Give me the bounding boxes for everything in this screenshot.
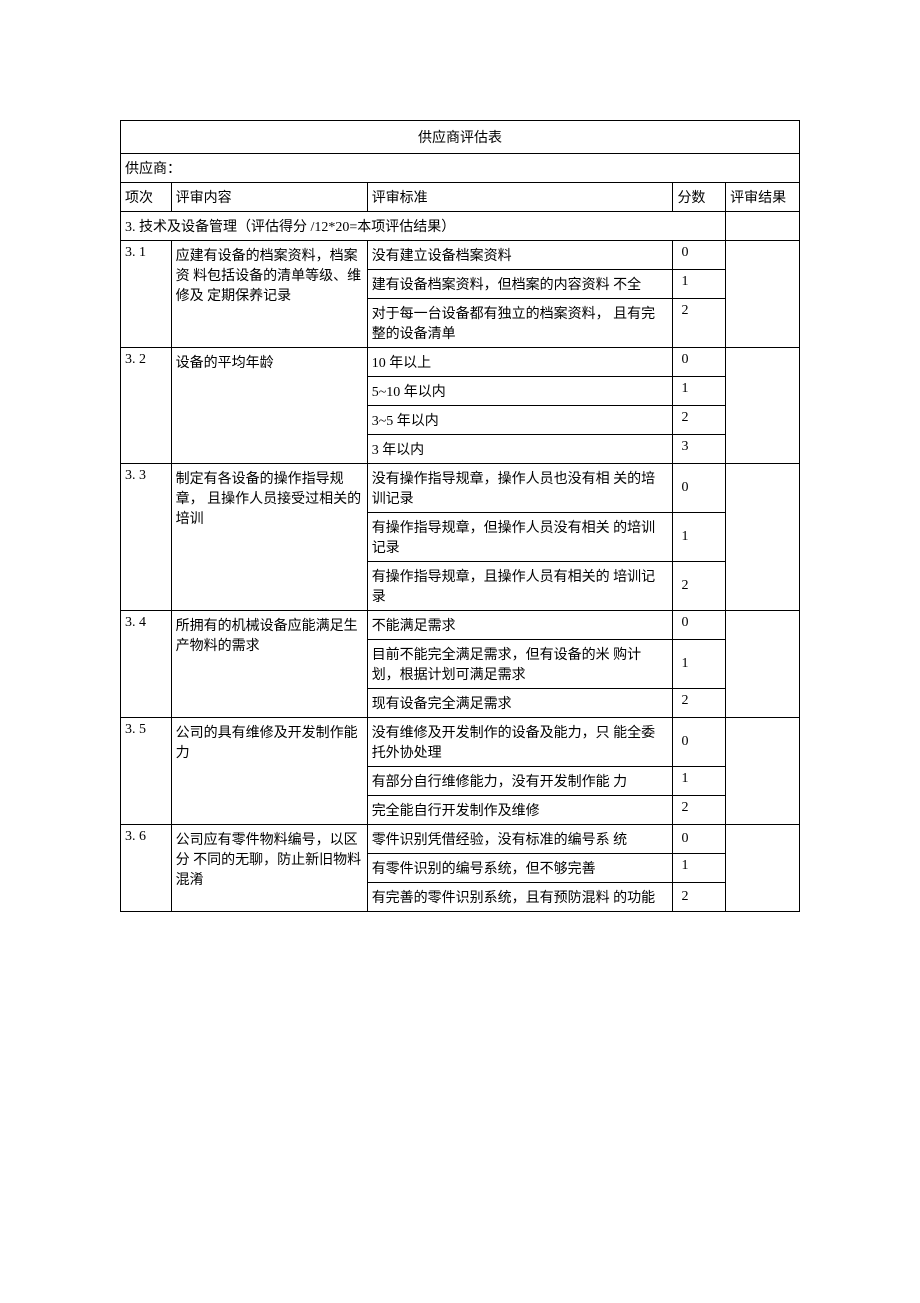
row-idx: 3. 5 xyxy=(121,718,172,825)
header-row: 项次 评审内容 评审标准 分数 评审结果 xyxy=(121,183,800,212)
header-idx: 项次 xyxy=(121,183,172,212)
row-standard: 对于每一台设备都有独立的档案资料， 且有完整的设备清单 xyxy=(367,299,673,348)
row-result xyxy=(726,611,800,718)
row-content: 应建有设备的档案资料，档案资 料包括设备的清单等级、维修及 定期保养记录 xyxy=(171,241,367,348)
row-standard: 有零件识别的编号系统，但不够完善 xyxy=(367,854,673,883)
row-idx: 3. 6 xyxy=(121,825,172,912)
header-result: 评审结果 xyxy=(726,183,800,212)
row-score: 2 xyxy=(673,299,726,348)
row-score: 2 xyxy=(673,689,726,718)
row-standard: 零件识别凭借经验，没有标准的编号系 统 xyxy=(367,825,673,854)
row-standard: 有部分自行维修能力，没有开发制作能 力 xyxy=(367,767,673,796)
table-row: 3. 2 设备的平均年龄 10 年以上 0 xyxy=(121,348,800,377)
row-standard: 3~5 年以内 xyxy=(367,406,673,435)
row-standard: 10 年以上 xyxy=(367,348,673,377)
row-score: 2 xyxy=(673,406,726,435)
row-idx: 3. 1 xyxy=(121,241,172,348)
row-content: 制定有各设备的操作指导规章， 且操作人员接受过相关的培训 xyxy=(171,464,367,611)
row-score: 2 xyxy=(673,562,726,611)
table-row: 3. 3 制定有各设备的操作指导规章， 且操作人员接受过相关的培训 没有操作指导… xyxy=(121,464,800,513)
row-standard: 完全能自行开发制作及维修 xyxy=(367,796,673,825)
table-row: 3. 4 所拥有的机械设备应能满足生 产物料的需求 不能满足需求 0 xyxy=(121,611,800,640)
row-score: 1 xyxy=(673,513,726,562)
section-header-row: 3. 技术及设备管理（评估得分 /12*20=本项评估结果） xyxy=(121,212,800,241)
row-standard: 有完善的零件识别系统，且有预防混料 的功能 xyxy=(367,883,673,912)
header-standard: 评审标准 xyxy=(367,183,673,212)
row-content: 设备的平均年龄 xyxy=(171,348,367,464)
header-content: 评审内容 xyxy=(171,183,367,212)
row-result xyxy=(726,348,800,464)
row-score: 0 xyxy=(673,241,726,270)
row-score: 0 xyxy=(673,348,726,377)
table-row: 3. 5 公司的具有维修及开发制作能 力 没有维修及开发制作的设备及能力，只 能… xyxy=(121,718,800,767)
row-standard: 有操作指导规章，且操作人员有相关的 培训记录 xyxy=(367,562,673,611)
row-idx: 3. 2 xyxy=(121,348,172,464)
row-result xyxy=(726,718,800,825)
row-result xyxy=(726,464,800,611)
row-result xyxy=(726,241,800,348)
row-score: 1 xyxy=(673,640,726,689)
row-score: 0 xyxy=(673,825,726,854)
row-content: 所拥有的机械设备应能满足生 产物料的需求 xyxy=(171,611,367,718)
row-content: 公司应有零件物料编号，以区分 不同的无聊，防止新旧物料混淆 xyxy=(171,825,367,912)
row-score: 3 xyxy=(673,435,726,464)
title-row: 供应商评估表 xyxy=(121,121,800,154)
row-standard: 没有操作指导规章，操作人员也没有相 关的培训记录 xyxy=(367,464,673,513)
row-standard: 目前不能完全满足需求，但有设备的米 购计划，根据计划可满足需求 xyxy=(367,640,673,689)
section-header: 3. 技术及设备管理（评估得分 /12*20=本项评估结果） xyxy=(121,212,726,241)
row-score: 1 xyxy=(673,767,726,796)
evaluation-table: 供应商评估表 供应商： 项次 评审内容 评审标准 分数 评审结果 3. 技术及设… xyxy=(120,120,800,912)
table-row: 3. 6 公司应有零件物料编号，以区分 不同的无聊，防止新旧物料混淆 零件识别凭… xyxy=(121,825,800,854)
row-standard: 3 年以内 xyxy=(367,435,673,464)
section-result-cell xyxy=(726,212,800,241)
supplier-row: 供应商： xyxy=(121,154,800,183)
row-standard: 没有维修及开发制作的设备及能力，只 能全委托外协处理 xyxy=(367,718,673,767)
row-result xyxy=(726,825,800,912)
row-score: 0 xyxy=(673,718,726,767)
row-score: 2 xyxy=(673,883,726,912)
table-title: 供应商评估表 xyxy=(121,121,800,154)
row-standard: 5~10 年以内 xyxy=(367,377,673,406)
row-standard: 建有设备档案资料，但档案的内容资料 不全 xyxy=(367,270,673,299)
row-standard: 现有设备完全满足需求 xyxy=(367,689,673,718)
row-score: 2 xyxy=(673,796,726,825)
row-standard: 有操作指导规章，但操作人员没有相关 的培训记录 xyxy=(367,513,673,562)
row-idx: 3. 4 xyxy=(121,611,172,718)
row-standard: 不能满足需求 xyxy=(367,611,673,640)
row-score: 0 xyxy=(673,464,726,513)
row-standard: 没有建立设备档案资料 xyxy=(367,241,673,270)
row-idx: 3. 3 xyxy=(121,464,172,611)
supplier-label: 供应商： xyxy=(121,154,800,183)
header-score: 分数 xyxy=(673,183,726,212)
row-content: 公司的具有维修及开发制作能 力 xyxy=(171,718,367,825)
row-score: 0 xyxy=(673,611,726,640)
row-score: 1 xyxy=(673,270,726,299)
row-score: 1 xyxy=(673,854,726,883)
table-row: 3. 1 应建有设备的档案资料，档案资 料包括设备的清单等级、维修及 定期保养记… xyxy=(121,241,800,270)
row-score: 1 xyxy=(673,377,726,406)
